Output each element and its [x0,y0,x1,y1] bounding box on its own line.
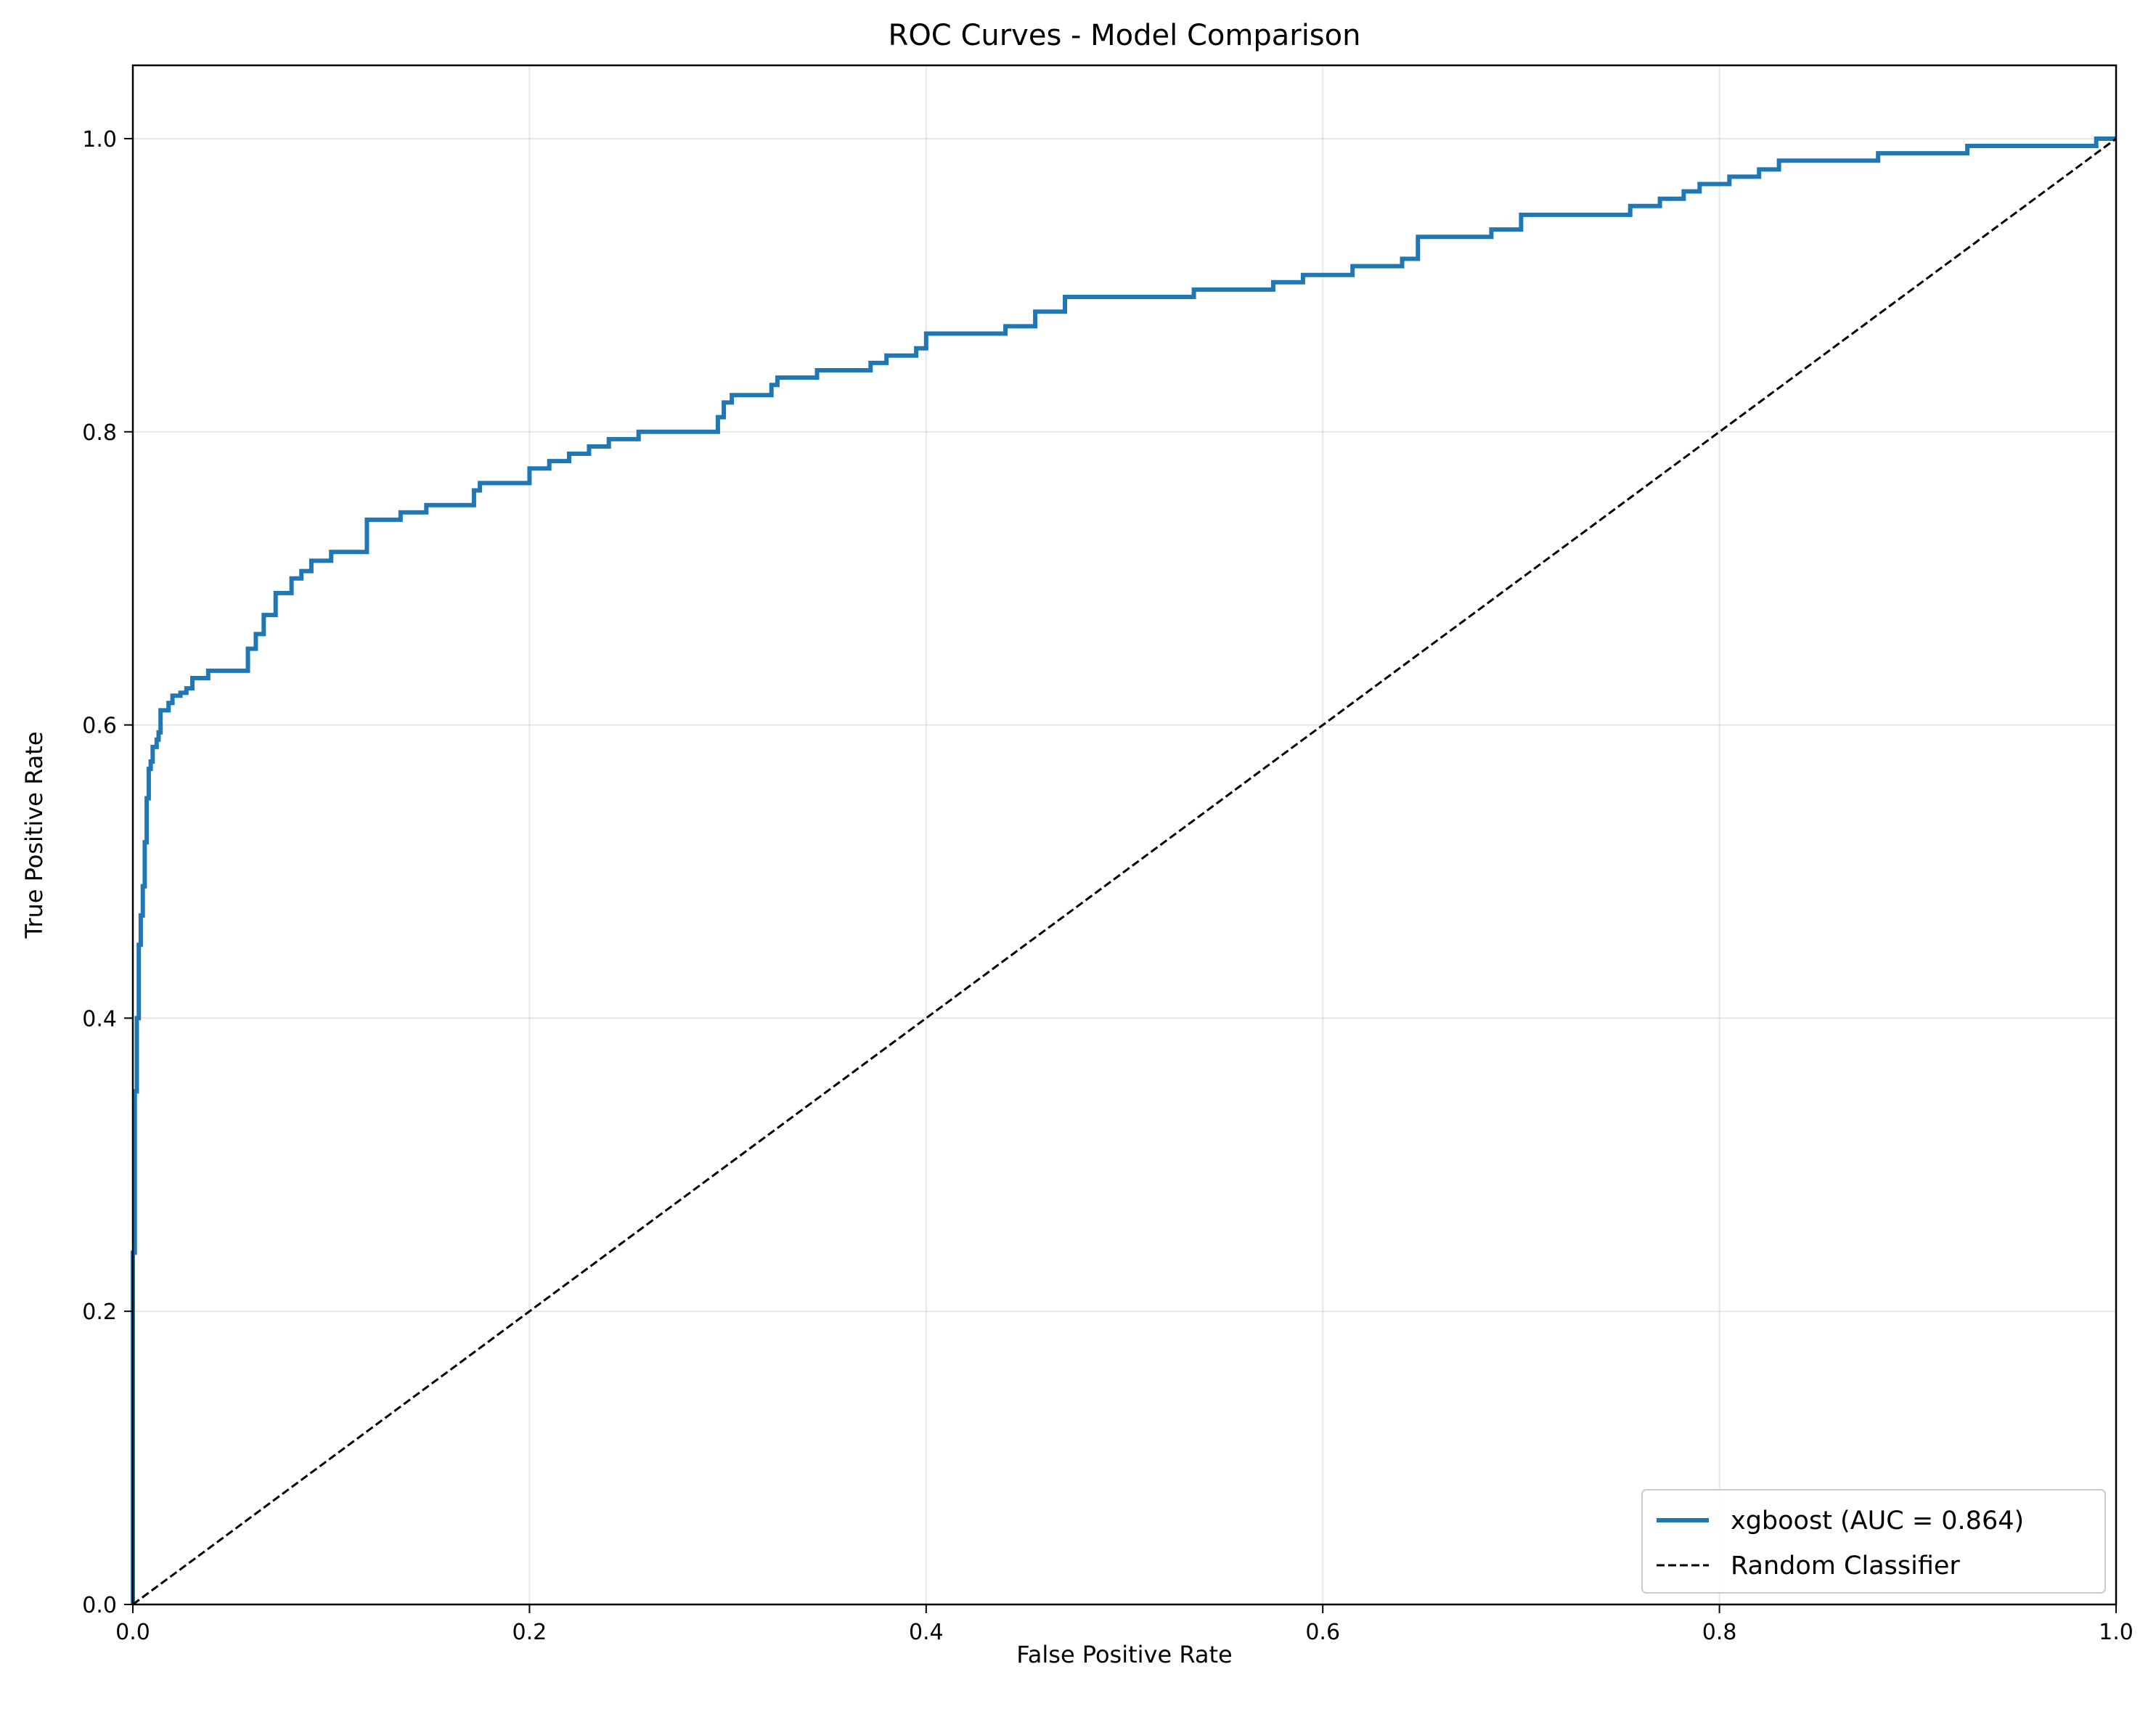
x-tick-label: 0.2 [513,1620,547,1645]
random-classifier-line [132,137,2117,1606]
x-axis-label: False Positive Rate [1016,1641,1232,1668]
y-tick-label: 1.0 [82,127,117,152]
ticks: 0.0 0.2 0.4 0.6 0.8 1.0 0.0 0.2 0.4 0.6 0.8 1.0 [82,127,2133,1645]
plot-frame [131,64,2118,1606]
y-tick-label: 0.4 [82,1006,117,1032]
legend-box [1641,1489,2106,1594]
x-tick-label: 0.0 [115,1620,150,1645]
y-tick-label: 0.0 [82,1593,117,1618]
x-tick-label: 0.8 [1702,1620,1737,1645]
legend-entry-xgboost: xgboost (AUC = 0.864) [1731,1506,2024,1535]
y-tick-label: 0.8 [82,420,117,446]
legend: xgboost (AUC = 0.864) Random Classifier [1641,1489,2106,1594]
x-tick-label: 0.6 [1305,1620,1340,1645]
y-tick-label: 0.6 [82,714,117,739]
series-layer [131,136,2117,1606]
chart-title: ROC Curves - Model Comparison [889,19,1361,52]
x-tick-label: 0.4 [909,1620,944,1645]
y-tick-label: 0.2 [82,1300,117,1325]
x-tick-label: 1.0 [2099,1620,2133,1645]
xgboost-roc-curve [131,136,2116,1604]
legend-entry-random: Random Classifier [1731,1551,1960,1581]
y-axis-label: True Positive Rate [20,731,48,939]
